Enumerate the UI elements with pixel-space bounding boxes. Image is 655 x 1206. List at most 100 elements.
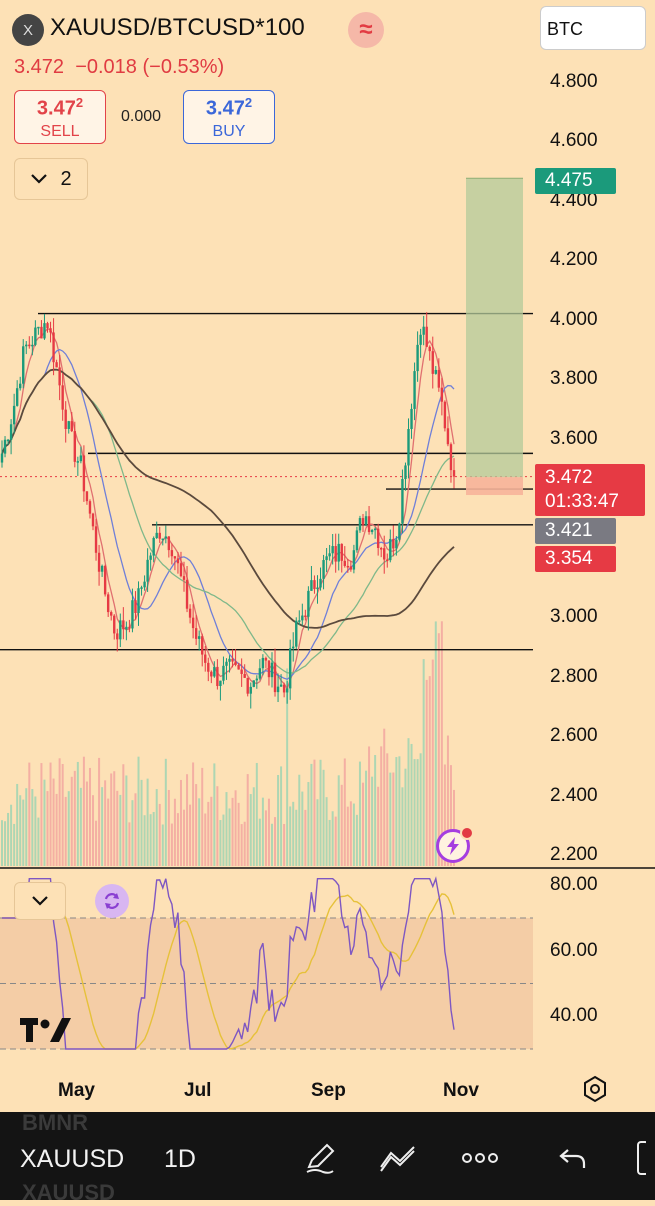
- volume-bar: [46, 791, 49, 866]
- buy-button[interactable]: 3.472 BUY: [183, 90, 275, 144]
- volume-bar: [170, 823, 173, 866]
- volume-bar: [58, 758, 61, 866]
- settings-icon[interactable]: [580, 1074, 610, 1104]
- sync-icon[interactable]: [95, 884, 129, 918]
- symbol-badge[interactable]: X: [12, 14, 44, 46]
- volume-bar: [13, 823, 16, 866]
- candle-body: [173, 556, 177, 559]
- volume-bar: [19, 795, 22, 866]
- currency-button[interactable]: BTC: [540, 6, 646, 50]
- pen-icon[interactable]: [300, 1138, 340, 1178]
- volume-bar: [325, 797, 328, 866]
- candle-body: [119, 620, 122, 640]
- volume-bar: [334, 816, 337, 866]
- indicators-collapse-button[interactable]: 2: [14, 158, 88, 200]
- price-axis-label: 4.400: [550, 189, 598, 211]
- candle-body: [143, 581, 146, 588]
- layout-icon[interactable]: [626, 1138, 655, 1178]
- candle-body: [434, 369, 437, 374]
- volume-bar: [410, 743, 413, 866]
- volume-bar: [176, 813, 179, 866]
- volume-bar: [328, 819, 331, 866]
- candle-body: [34, 327, 37, 345]
- candle-body: [358, 518, 362, 531]
- undo-icon[interactable]: [553, 1138, 593, 1178]
- volume-bar: [453, 789, 455, 866]
- long-position-tool[interactable]: [466, 177, 523, 496]
- volume-bar: [289, 806, 292, 866]
- volume-bars: [1, 621, 455, 866]
- candle-body: [246, 677, 249, 694]
- candle-body: [216, 666, 219, 686]
- rsi-collapse-button[interactable]: [14, 882, 66, 920]
- candle-body: [389, 538, 392, 561]
- rsi-axis-label: 40.00: [550, 1005, 598, 1027]
- rsi-line: [2, 876, 455, 1050]
- wave-icon[interactable]: ≈: [348, 12, 384, 48]
- candle-body: [273, 662, 277, 693]
- buy-price: 3.47: [205, 97, 245, 120]
- volume-bar: [137, 756, 140, 866]
- volume-bar: [431, 659, 434, 866]
- volume-bar: [122, 764, 125, 866]
- volume-bar: [107, 798, 110, 866]
- ma-price-value: 3.421: [545, 520, 593, 541]
- candle-body: [346, 565, 350, 568]
- buy-label: BUY: [212, 122, 246, 140]
- candle-body: [110, 612, 113, 616]
- price-axis-label: 4.000: [550, 308, 598, 330]
- candle-body: [128, 626, 131, 629]
- volume-bar: [346, 806, 349, 866]
- candle-body: [106, 594, 110, 613]
- candle-body: [91, 513, 95, 527]
- more-icon[interactable]: [460, 1138, 500, 1178]
- price-change-percent: (−0.53%): [142, 56, 225, 78]
- price-chart[interactable]: [0, 0, 655, 1112]
- symbol-selector[interactable]: XAUUSD: [20, 1145, 125, 1173]
- volume-bar: [183, 809, 186, 866]
- volume-bar: [277, 775, 280, 866]
- volume-bar: [434, 621, 437, 866]
- volume-bar: [31, 789, 34, 866]
- symbol-title[interactable]: XAUUSD/BTCUSD*100: [50, 14, 305, 41]
- candle-body: [395, 539, 398, 549]
- candle-body: [222, 665, 225, 681]
- volume-bar: [428, 676, 431, 866]
- candle-body: [364, 516, 368, 525]
- volume-bar: [307, 782, 310, 866]
- candle-body: [252, 680, 255, 687]
- candle-body: [270, 662, 274, 678]
- volume-bar: [443, 764, 446, 866]
- time-axis-label: Sep: [311, 1080, 346, 1101]
- candle-body: [319, 578, 322, 588]
- timeframe-selector[interactable]: 1D: [164, 1145, 196, 1173]
- volume-bar: [195, 784, 198, 866]
- price-axis-label: 4.200: [550, 249, 598, 270]
- candle-body: [140, 587, 143, 589]
- volume-bar: [216, 786, 219, 866]
- volume-bar: [380, 746, 383, 866]
- candle-body: [155, 532, 158, 538]
- candle-body: [343, 560, 346, 566]
- volume-bar: [152, 811, 155, 866]
- volume-bar: [198, 798, 201, 866]
- candle-body: [285, 688, 289, 693]
- sell-button[interactable]: 3.472 SELL: [14, 90, 106, 144]
- price-axis-label: 2.600: [550, 725, 598, 746]
- volume-bar: [446, 735, 449, 866]
- volume-bar: [1, 820, 3, 866]
- chevron-down-icon: [31, 174, 48, 184]
- volume-bar: [158, 803, 161, 866]
- flash-icon[interactable]: [436, 829, 470, 863]
- volume-bar: [37, 817, 40, 866]
- volume-bar: [92, 795, 95, 866]
- notification-dot: [460, 826, 474, 840]
- bar-countdown: 01:33:47: [545, 491, 619, 512]
- draw-tools-icon[interactable]: [378, 1138, 418, 1178]
- volume-bar: [292, 801, 295, 866]
- candle-body: [207, 662, 210, 672]
- candle-body: [401, 479, 404, 524]
- candle-body: [313, 580, 316, 590]
- candle-body: [67, 421, 70, 429]
- volume-bar: [143, 815, 146, 866]
